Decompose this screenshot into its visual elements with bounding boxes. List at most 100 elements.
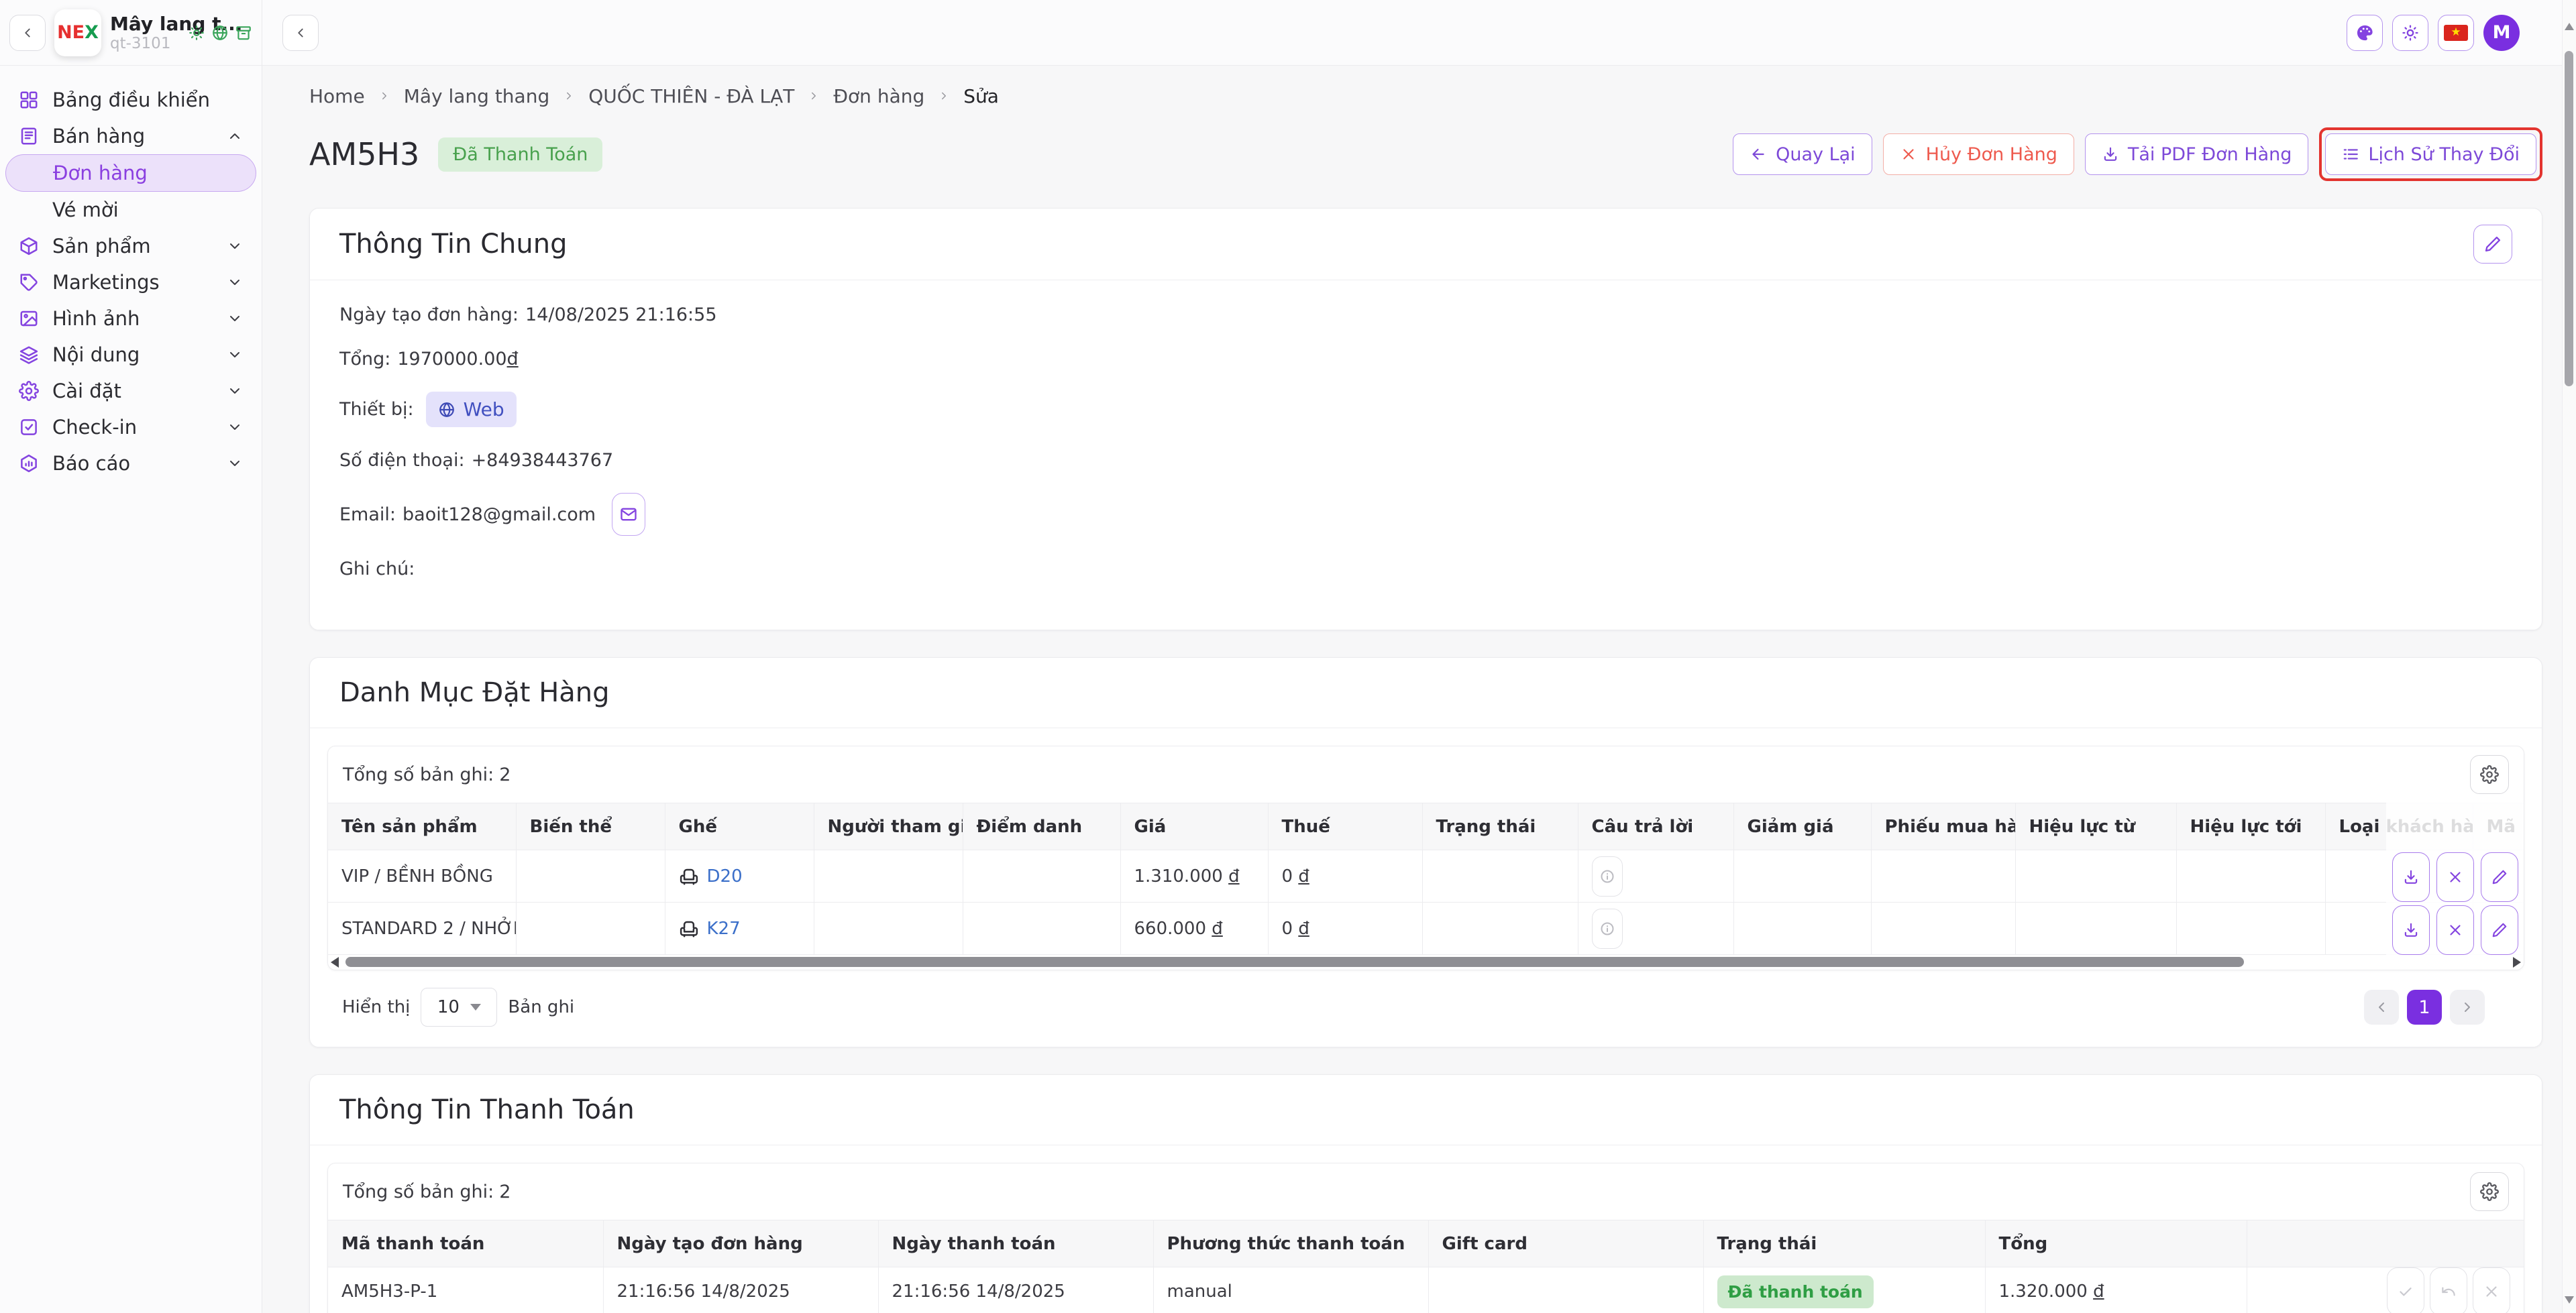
sidebar-item-reports[interactable]: Báo cáo [5, 445, 256, 481]
column-header: Phiếu mua hàng [1870, 803, 2015, 850]
refund-payment-button-disabled[interactable] [2430, 1267, 2467, 1313]
row-actions [2386, 903, 2524, 955]
column-header: Giá [1120, 803, 1268, 850]
download-item-button[interactable] [2392, 852, 2430, 902]
cancel-order-button[interactable]: Hủy Đơn Hàng [1882, 133, 2074, 175]
column-header: Tổng [1984, 1220, 2247, 1267]
confirm-payment-button-disabled[interactable] [2387, 1267, 2424, 1313]
column-header: Mã thanh toán [328, 1220, 603, 1267]
armchair-icon [679, 919, 699, 939]
chevron-left-icon [2373, 999, 2390, 1015]
device-value: Web [463, 398, 504, 420]
user-avatar[interactable]: M [2483, 14, 2520, 51]
edit-item-button[interactable] [2481, 905, 2518, 955]
remove-item-button[interactable] [2436, 852, 2474, 902]
column-header: Phương thức thanh toán [1152, 1220, 1428, 1267]
column-header: Ngày tạo đơn hàng [602, 1220, 878, 1267]
pencil-icon [2491, 868, 2508, 886]
breadcrumb-workspace[interactable]: Mây lang thang [403, 84, 550, 107]
column-header: Câu trả lời [1577, 803, 1733, 850]
sidebar-item-checkin[interactable]: Check-in [5, 409, 256, 445]
sidebar-item-sales[interactable]: Bán hàng [5, 118, 256, 154]
sidebar-nav: Bảng điều khiển Bán hàng Đơn hàng Vé mời… [0, 66, 262, 481]
navbar-back-button[interactable] [282, 14, 319, 51]
pencil-icon [2483, 235, 2502, 253]
section-title: Thông Tin Chung [339, 229, 568, 260]
next-page-button[interactable] [2450, 990, 2485, 1025]
list-icon [2342, 146, 2359, 163]
report-chart-icon [19, 453, 39, 473]
field-label: Ngày tạo đơn hàng: [339, 304, 519, 325]
sidebar-item-products[interactable]: Sản phẩm [5, 228, 256, 264]
sidebar-item-images[interactable]: Hình ảnh [5, 300, 256, 337]
change-history-button[interactable]: Lịch Sử Thay Đổi [2325, 133, 2536, 175]
scroll-left-arrow[interactable] [331, 957, 339, 968]
remove-item-button[interactable] [2436, 905, 2474, 955]
sidebar-item-label: Sản phẩm [52, 235, 151, 258]
sticky-actions-column [2386, 803, 2524, 955]
cube-icon [19, 236, 39, 256]
table-settings-button[interactable] [2470, 755, 2509, 794]
sidebar-item-invitations[interactable]: Vé mời [5, 192, 256, 228]
archive-box-icon [235, 24, 252, 42]
table-row: VIP / BỀNH BỒNG D20 1.310.000 đ 0 đ [328, 850, 2524, 903]
answer-info-button[interactable] [1591, 908, 1623, 949]
vertical-scrollbar-thumb[interactable] [2565, 51, 2573, 386]
column-header: Gift card [1428, 1220, 1703, 1267]
cancel-payment-button-disabled[interactable] [2473, 1267, 2510, 1313]
page-size-select[interactable]: 10 [421, 988, 498, 1027]
sidebar-item-label: Vé mời [52, 198, 119, 221]
vertical-scrollbar [2562, 0, 2576, 1313]
sidebar-item-label: Bán hàng [52, 125, 146, 148]
sidebar-item-orders[interactable]: Đơn hàng [5, 154, 256, 192]
breadcrumb-orders[interactable]: Đơn hàng [833, 84, 925, 107]
download-pdf-button[interactable]: Tải PDF Đơn Hàng [2084, 133, 2309, 175]
scroll-down-arrow[interactable] [2565, 1296, 2574, 1304]
table-header-row: Tên sản phẩm Biến thể Ghế Người tham gia… [328, 803, 2524, 850]
sidebar-item-dashboard[interactable]: Bảng điều khiển [5, 82, 256, 118]
scroll-up-arrow[interactable] [2565, 23, 2574, 30]
language-button[interactable]: ★ [2438, 14, 2474, 51]
row-actions [2386, 850, 2524, 903]
chevron-down-icon [227, 383, 243, 399]
page-number-button[interactable]: 1 [2407, 990, 2442, 1025]
general-info-header: Thông Tin Chung [310, 209, 2542, 280]
sidebar-item-label: Hình ảnh [52, 307, 140, 330]
prev-page-button[interactable] [2364, 990, 2399, 1025]
order-items-table-wrap: Tên sản phẩm Biến thể Ghế Người tham gia… [328, 803, 2524, 955]
currency-symbol: đ [1298, 918, 1309, 939]
horizontal-scrollbar [328, 955, 2524, 970]
created-date-row: Ngày tạo đơn hàng: 14/08/2025 21:16:55 [339, 303, 2512, 326]
brightness-button[interactable] [2392, 14, 2428, 51]
theme-palette-button[interactable] [2347, 14, 2383, 51]
column-header-actions [2246, 1220, 2524, 1267]
x-icon [2447, 868, 2464, 886]
currency-symbol: đ [1228, 866, 1240, 887]
edit-general-info-button[interactable] [2473, 225, 2512, 264]
sidebar-item-content[interactable]: Nội dung [5, 337, 256, 373]
column-header: Giảm giá [1733, 803, 1871, 850]
show-label: Hiển thị [342, 997, 411, 1017]
field-label: Email: [339, 504, 396, 525]
edit-item-button[interactable] [2481, 852, 2518, 902]
scroll-right-arrow[interactable] [2513, 957, 2521, 968]
gift-card-cell [1428, 1267, 1703, 1313]
info-icon [1599, 868, 1615, 884]
mail-icon [619, 505, 638, 524]
download-item-button[interactable] [2392, 905, 2430, 955]
sidebar-item-marketings[interactable]: Marketings [5, 264, 256, 300]
sidebar-item-label: Check-in [52, 416, 138, 439]
records-word: Bản ghi [508, 997, 575, 1017]
answer-info-button[interactable] [1591, 856, 1623, 897]
chevron-right-icon [2459, 999, 2475, 1015]
breadcrumb-home[interactable]: Home [309, 84, 365, 107]
horizontal-scrollbar-thumb[interactable] [345, 957, 2244, 967]
order-items-card: Danh Mục Đặt Hàng Tổng số bản ghi: 2 [309, 657, 2542, 1047]
breadcrumb-event[interactable]: QUỐC THIÊN - ĐÀ LẠT [588, 84, 795, 107]
sidebar-item-settings[interactable]: Cài đặt [5, 373, 256, 409]
sidebar-collapse-button[interactable] [9, 14, 46, 51]
send-email-button[interactable] [612, 493, 646, 536]
back-button[interactable]: Quay Lại [1733, 133, 1872, 175]
table-settings-button[interactable] [2470, 1172, 2509, 1211]
undo-icon [2440, 1283, 2457, 1300]
